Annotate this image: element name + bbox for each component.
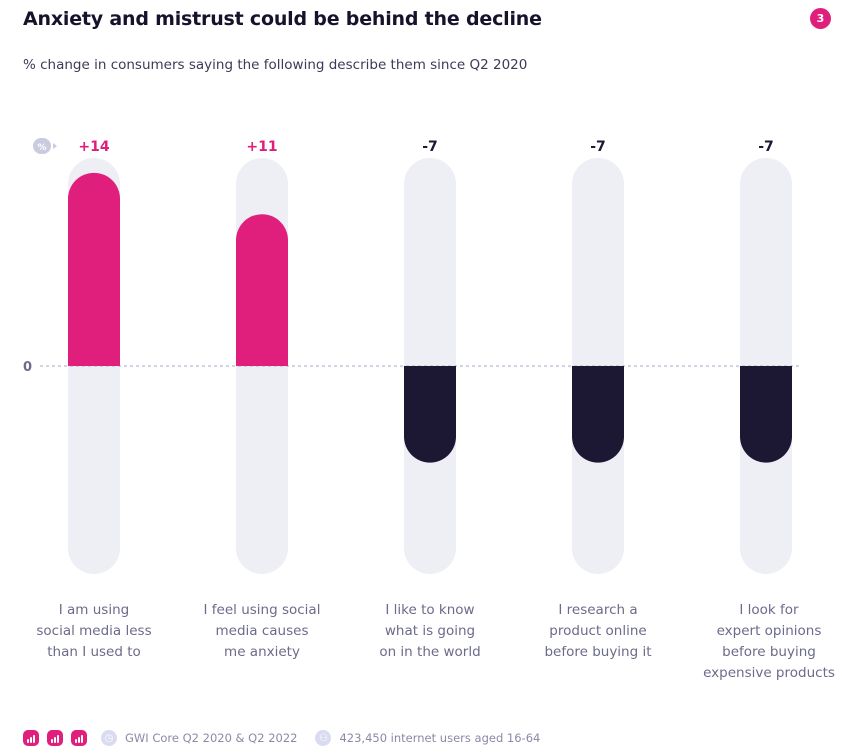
bar	[236, 214, 288, 366]
category-label-line: before buying it	[544, 644, 652, 660]
category-label-line: I like to know	[385, 602, 475, 618]
sample-text: 423,450 internet users aged 16-64	[339, 731, 541, 745]
category-label-line: I am using	[58, 602, 130, 618]
value-label: +11	[246, 139, 277, 155]
category-label-line: expert opinions	[716, 623, 822, 639]
category-label: I look for expert opinions before buying ex…	[694, 600, 842, 684]
category-label-line: what is going	[384, 623, 476, 639]
category-label-line: expensive products	[703, 665, 835, 681]
page-number-badge: 3	[810, 8, 831, 29]
value-label: -7	[758, 139, 774, 155]
category-label: I feel using social media causes me anxiet…	[187, 600, 337, 663]
footer: ◷ GWI Core Q2 2020 & Q2 2022 ⚇ 423,450 i…	[23, 728, 544, 748]
category-label-line: product online	[549, 623, 647, 639]
category-label: I like to know what is going on in the wor…	[355, 600, 505, 663]
bar	[404, 366, 456, 463]
category-label-line: social media less	[36, 623, 152, 639]
bar	[572, 366, 624, 463]
bar	[68, 172, 120, 366]
category-label: I am using social media less than I used t…	[19, 600, 169, 663]
source-text: GWI Core Q2 2020 & Q2 2022	[125, 731, 298, 745]
value-label: +14	[78, 139, 109, 155]
percent-badge	[33, 138, 51, 154]
bar-chart-icon	[23, 730, 39, 746]
category-label: I research a product online before buying …	[523, 600, 673, 663]
bar-chart-icon	[47, 730, 63, 746]
category-label-line: media causes	[215, 623, 309, 639]
value-label: -7	[422, 139, 438, 155]
clock-icon: ◷	[101, 730, 117, 746]
bar-chart: 0% +14 +11 -7 -7 -7	[23, 138, 800, 574]
category-label-line: me anxiety	[224, 644, 300, 660]
bar	[740, 366, 792, 463]
category-label-line: I research a	[558, 602, 638, 618]
category-label-line: I look for	[739, 602, 799, 618]
percent-badge-label: %	[37, 143, 46, 153]
chart-title: Anxiety and mistrust could be behind the…	[23, 8, 542, 30]
category-label-line: on in the world	[379, 644, 481, 660]
bar-chart-icon	[71, 730, 87, 746]
value-label: -7	[590, 139, 606, 155]
category-label-line: than I used to	[47, 644, 141, 660]
zero-tick-label: 0	[23, 360, 32, 375]
percent-badge-arrow	[53, 143, 57, 149]
category-label-line: I feel using social	[203, 602, 321, 618]
category-label-line: before buying	[722, 644, 816, 660]
chart-subtitle: % change in consumers saying the followi…	[23, 57, 528, 73]
people-icon: ⚇	[315, 730, 332, 746]
